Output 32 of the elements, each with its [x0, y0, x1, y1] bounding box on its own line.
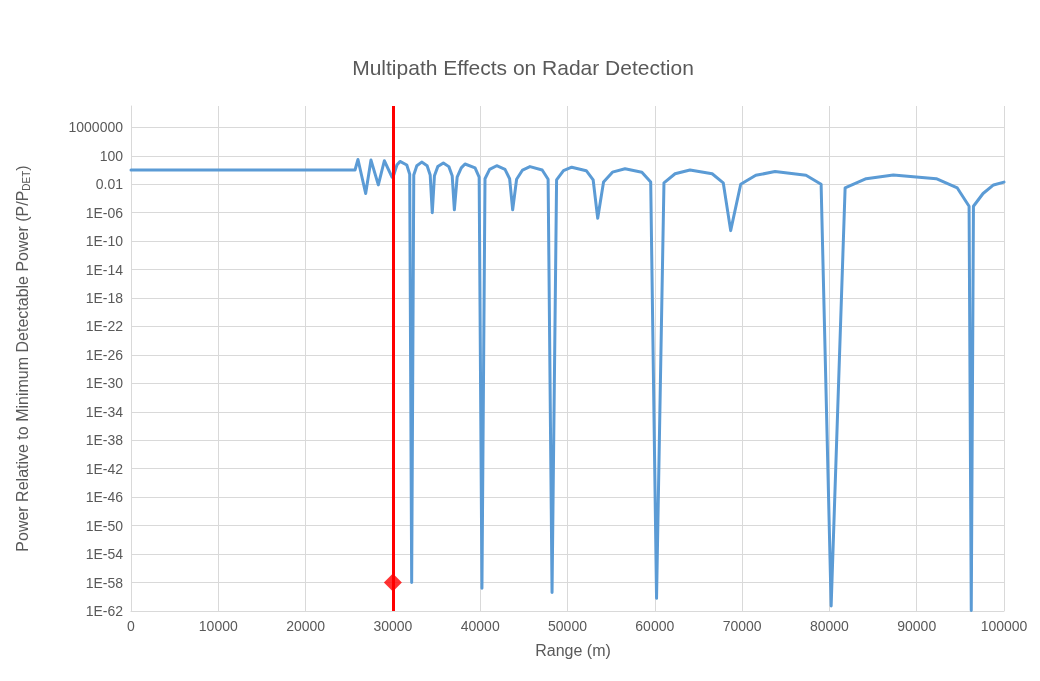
x-tick-label: 50000: [548, 618, 588, 634]
y-tick-label: 1E-10: [85, 233, 124, 250]
y-tick-label: 100: [99, 147, 124, 164]
y-tick-label: 1E-30: [85, 375, 124, 392]
x-tick-label: 10000: [198, 618, 238, 634]
y-tick-label: 1E-38: [85, 432, 124, 449]
x-tick-label: 100000: [980, 618, 1028, 634]
x-tick-label: 90000: [897, 618, 937, 634]
x-tick-label: 60000: [635, 618, 675, 634]
y-axis-title: Power Relative to Minimum Detectable Power (P/PDET): [13, 165, 32, 552]
y-tick-label: 1E-18: [85, 290, 124, 307]
x-tick-label: 70000: [722, 618, 762, 634]
y-tick-label: 1E-62: [85, 603, 124, 619]
y-tick-label: 1E-26: [85, 346, 124, 363]
x-tick-label: 20000: [286, 618, 326, 634]
y-tick-label: 0.01: [95, 176, 124, 193]
y-tick-label: 1E-54: [85, 546, 124, 563]
x-tick-label: 0: [127, 618, 136, 634]
y-tick-label: 1E-34: [85, 403, 124, 420]
x-tick-label: 30000: [373, 618, 413, 634]
x-tick-label: 40000: [460, 618, 500, 634]
y-tick-label: 1E-06: [85, 204, 124, 221]
y-tick-label: 1E-14: [85, 261, 124, 278]
y-tick-label: 1E-22: [85, 318, 124, 335]
y-tick-label: 1E-46: [85, 489, 124, 506]
x-tick-label: 80000: [809, 618, 850, 634]
chart-title: Multipath Effects on Radar Detection: [352, 56, 694, 79]
y-tick-label: 1E-50: [85, 517, 124, 534]
y-tick-label: 1000000: [68, 119, 124, 136]
y-tick-label: 1E-58: [85, 574, 124, 591]
y-tick-label: 1E-42: [85, 460, 124, 477]
x-axis-title: Range (m): [535, 641, 611, 659]
